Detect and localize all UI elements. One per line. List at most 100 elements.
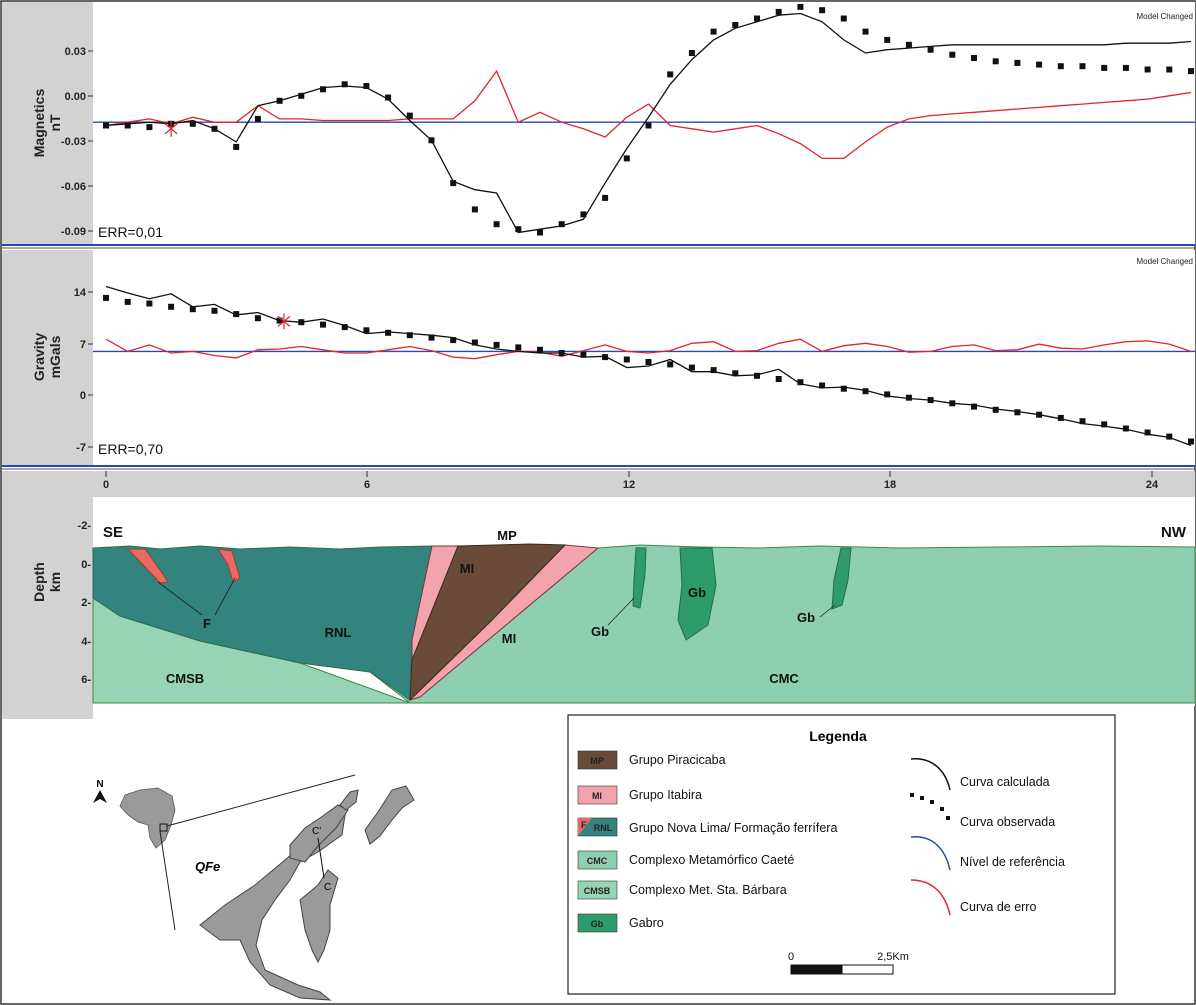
- legend-observed-icon: [910, 793, 950, 820]
- depth-xtick-0: 0: [103, 479, 109, 491]
- magnetics-observed-point: [840, 15, 847, 22]
- gravity-err-label: ERR=0,70: [98, 441, 163, 457]
- qfe-outline-north: [339, 789, 359, 811]
- legend-code-cmsb: CMSB: [584, 886, 611, 896]
- study-area-marker: [159, 823, 168, 832]
- depth-y-unit: km: [47, 572, 63, 592]
- depth-ytick-2: 2-: [81, 597, 91, 609]
- magnetics-observed-point: [124, 122, 131, 129]
- magnetics-observed-point: [428, 137, 435, 144]
- legend-label-mp: Grupo Piracicaba: [629, 753, 726, 767]
- legend-code-f: F: [581, 820, 587, 830]
- magnetics-ytick-4: -0.09: [61, 226, 86, 238]
- gravity-observed-point: [688, 364, 695, 371]
- legend-error-label: Curva de erro: [960, 900, 1036, 914]
- gravity-observed-point: [558, 350, 565, 356]
- legend-error-icon: [910, 879, 951, 916]
- magnetics-observed-point: [819, 7, 826, 14]
- nw-label: NW: [1161, 524, 1187, 541]
- gravity-observed-point: [1014, 409, 1021, 416]
- gravity-observed-point: [1122, 425, 1129, 432]
- depth-xtick-18: 18: [884, 479, 896, 491]
- gravity-ytick-1: 7: [80, 339, 86, 351]
- gb-unit-body-1: [632, 547, 647, 609]
- magnetics-observed-point: [471, 206, 478, 213]
- gravity-observed-point: [949, 400, 956, 407]
- legend-calculated-label: Curva calculada: [960, 775, 1050, 789]
- gravity-ytick-0: 14: [74, 287, 87, 299]
- gb-unit-body-3: [831, 547, 852, 610]
- cmsb-label: CMSB: [166, 671, 204, 686]
- magnetics-observed-point: [493, 221, 500, 228]
- gravity-observed-point: [797, 379, 804, 386]
- legend-code-gb: Gb: [591, 919, 604, 929]
- gravity-marker-icon: [277, 313, 291, 330]
- rnl-label: RNL: [325, 625, 352, 640]
- legend-code-mp: MP: [590, 756, 604, 766]
- gravity-observed-point: [450, 337, 457, 344]
- qfe-outline-far-east: [364, 785, 415, 845]
- se-label: SE: [103, 524, 123, 541]
- gravity-plot-area: [93, 250, 1195, 465]
- north-arrow-icon: [93, 790, 107, 803]
- magnetics-observed-point: [558, 221, 565, 228]
- legend-code-mi: MI: [592, 791, 602, 801]
- legend-label-cmc: Complexo Metamórfico Caeté: [629, 853, 794, 867]
- magnetics-observed-point: [797, 3, 804, 10]
- f-label: F: [203, 616, 211, 631]
- gravity-observed-point: [905, 394, 912, 401]
- legend-label-mi: Grupo Itabira: [629, 788, 702, 802]
- scale-bar-white: [841, 964, 894, 975]
- magnetics-observed-point: [1079, 63, 1086, 70]
- magnetics-observed-point: [276, 97, 283, 104]
- legend-label-cmsb: Complexo Met. Sta. Bárbara: [629, 883, 787, 897]
- depth-ytick-4: 6-: [81, 674, 91, 686]
- gravity-observed-point: [623, 356, 630, 363]
- magnetics-error-curve: [105, 69, 1192, 160]
- cmc-label: CMC: [769, 671, 799, 686]
- gravity-observed-point: [103, 294, 109, 301]
- inset-connector-bottom: [159, 830, 176, 931]
- north-label: N: [96, 779, 103, 790]
- magnetics-observed-point: [103, 122, 109, 129]
- gb-label-3: Gb: [797, 610, 815, 625]
- depth-ytick-1: 0-: [81, 559, 91, 571]
- gravity-observed-point: [298, 319, 305, 326]
- magnetics-observed-point: [1036, 61, 1043, 68]
- magnetics-observed-point: [211, 125, 218, 132]
- gravity-observed-point: [168, 303, 175, 310]
- gravity-observed-point: [775, 376, 782, 382]
- depth-axis-band-top: [93, 471, 1195, 497]
- magnetics-observed-point: [905, 41, 912, 48]
- magnetics-observed-point: [189, 120, 196, 127]
- scale-end-label: 2,5Km: [877, 951, 909, 963]
- magnetics-observed-point: [320, 86, 326, 93]
- gravity-y-label: Gravity: [31, 333, 47, 381]
- gravity-observed-point: [732, 370, 739, 377]
- depth-xtick-marks: [105, 471, 1153, 477]
- gravity-panel: Model Changed Gravity mGals 14 7 0 -7 ER…: [2, 250, 1195, 465]
- magnetics-observed-point: [146, 124, 153, 131]
- legend-swatch-cmsb: [577, 880, 618, 900]
- legend-reference-icon: [910, 836, 951, 871]
- magnetics-observed-point: [992, 58, 999, 65]
- magnetics-ytick-3: -0.06: [61, 181, 86, 193]
- magnetics-observed-point: [754, 15, 760, 22]
- magnetics-observed-point: [688, 50, 695, 56]
- magnetics-observed-point: [775, 8, 782, 15]
- gravity-calculated-curve: [105, 285, 1192, 447]
- gravity-observed-point: [1188, 438, 1194, 445]
- gravity-observed-point: [580, 351, 587, 358]
- magnetics-observed-point: [1057, 63, 1064, 70]
- magnetics-observed-point: [710, 28, 717, 35]
- gravity-observed-point: [992, 406, 999, 413]
- magnetics-observed-point: [450, 180, 457, 187]
- gravity-observed-point: [320, 321, 326, 328]
- depth-ytick-3: 4-: [81, 636, 91, 648]
- gravity-observed-point: [819, 382, 826, 389]
- magnetics-observed-point: [254, 115, 261, 122]
- magnetics-observed-point: [667, 71, 674, 78]
- gravity-observed-point: [406, 332, 413, 339]
- mi-label-lower: MI: [502, 631, 516, 646]
